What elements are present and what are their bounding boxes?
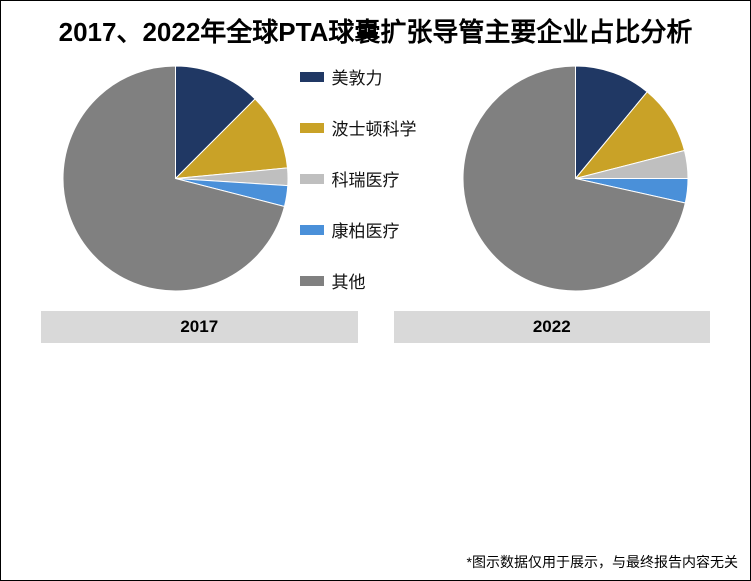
chart-title: 2017、2022年全球PTA球囊扩张导管主要企业占比分析 <box>1 1 750 56</box>
legend-item-4: 其他 <box>300 268 452 293</box>
legend-item-3: 康柏医疗 <box>300 217 452 242</box>
chart-body: 美敦力 波士顿科学 科瑞医疗 康柏医疗 其他 <box>1 56 750 293</box>
footnote: *图示数据仅用于展示，与最终报告内容无关 <box>467 552 738 572</box>
legend-label-3: 康柏医疗 <box>332 217 400 242</box>
pie-2022-wrap <box>456 66 696 291</box>
pie-2017-wrap <box>56 66 296 291</box>
legend-label-1: 波士顿科学 <box>332 115 417 140</box>
legend-item-2: 科瑞医疗 <box>300 166 452 191</box>
year-labels-row: 2017 2022 <box>1 311 750 343</box>
pie-2022 <box>463 66 688 291</box>
year-label-2022: 2022 <box>394 311 711 343</box>
legend-label-2: 科瑞医疗 <box>332 166 400 191</box>
legend-swatch-4 <box>300 276 324 286</box>
legend-swatch-0 <box>300 72 324 82</box>
legend: 美敦力 波士顿科学 科瑞医疗 康柏医疗 其他 <box>296 64 456 293</box>
legend-item-0: 美敦力 <box>300 64 452 89</box>
legend-item-1: 波士顿科学 <box>300 115 452 140</box>
legend-swatch-2 <box>300 174 324 184</box>
chart-container: 2017、2022年全球PTA球囊扩张导管主要企业占比分析 美敦力 波士顿科学 … <box>0 0 751 581</box>
pie-2017 <box>63 66 288 291</box>
year-label-2017: 2017 <box>41 311 358 343</box>
legend-label-4: 其他 <box>332 268 366 293</box>
legend-swatch-3 <box>300 225 324 235</box>
legend-swatch-1 <box>300 123 324 133</box>
legend-label-0: 美敦力 <box>332 64 383 89</box>
